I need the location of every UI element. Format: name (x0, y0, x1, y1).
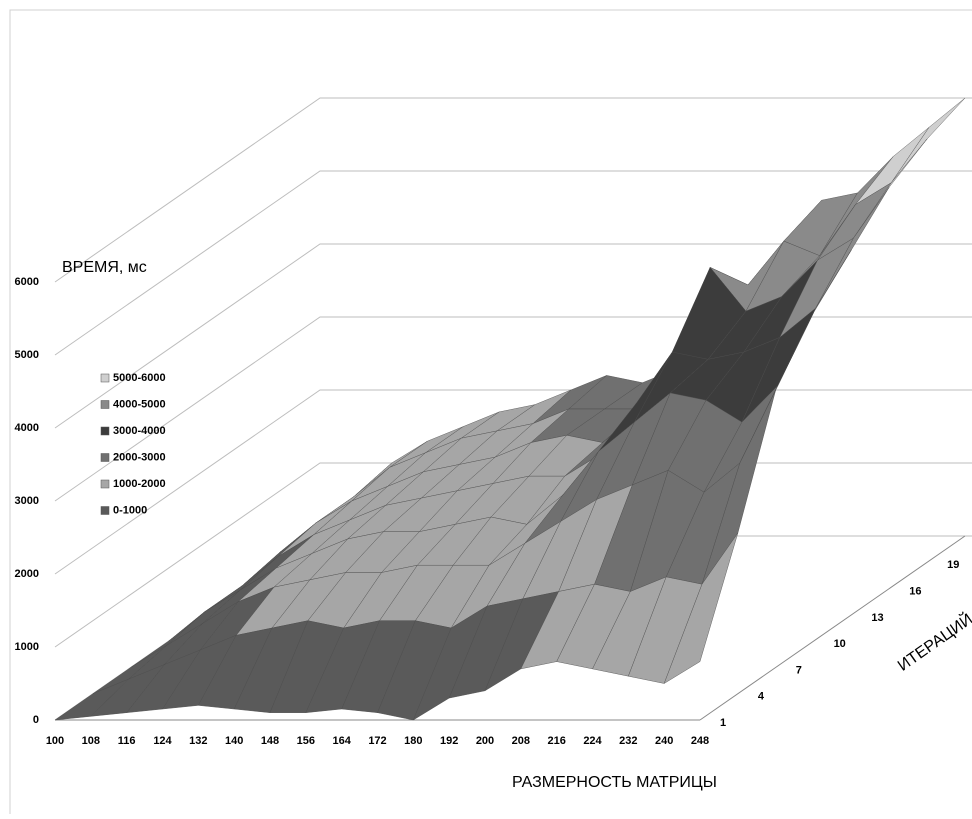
z-tick-label: 19 (947, 559, 959, 571)
x-tick-label: 240 (655, 735, 673, 747)
x-tick-label: 172 (368, 735, 386, 747)
legend-label: 4000-5000 (113, 398, 166, 410)
legend-label: 1000-2000 (113, 478, 166, 490)
z-tick-label: 16 (909, 585, 921, 597)
x-tick-label: 248 (691, 735, 709, 747)
z-tick-label: 1 (720, 717, 726, 729)
legend-label: 3000-4000 (113, 425, 166, 437)
y-tick-label: 4000 (15, 422, 39, 434)
legend-swatch (100, 453, 110, 462)
y-tick-label: 1000 (15, 641, 39, 653)
legend-swatch (100, 400, 110, 409)
x-axis-title: РАЗМЕРНОСТЬ МАТРИЦЫ (512, 774, 717, 791)
x-tick-label: 148 (261, 735, 279, 747)
legend-swatch (100, 506, 110, 515)
y-axis-title: ВРЕМЯ, мс (62, 259, 147, 276)
legend-label: 0-1000 (113, 504, 147, 516)
legend-label: 2000-3000 (113, 451, 166, 463)
z-axis-line (699, 535, 966, 721)
surface-cell (663, 532, 739, 684)
z-axis-title: ИТЕРАЦИЙ (894, 609, 972, 675)
x-tick-label: 216 (547, 735, 565, 747)
y-tick-label: 3000 (15, 495, 39, 507)
surface-cell (855, 127, 930, 205)
legend-label: 5000-6000 (113, 372, 166, 384)
x-tick-label: 180 (404, 735, 422, 747)
x-tick-label: 192 (440, 735, 458, 747)
x-tick-label: 140 (225, 735, 243, 747)
z-tick-label: 7 (796, 664, 802, 676)
y-tick-label: 5000 (15, 349, 39, 361)
x-tick-label: 132 (189, 735, 207, 747)
x-tick-label: 208 (512, 735, 530, 747)
y-tick-label: 0 (33, 714, 39, 726)
z-tick-label: 10 (834, 638, 846, 650)
x-tick-label: 232 (619, 735, 637, 747)
z-tick-label: 13 (871, 612, 883, 624)
grid-line (54, 243, 972, 429)
chart-frame (9, 9, 972, 819)
x-tick-label: 116 (118, 735, 136, 747)
x-tick-label: 124 (153, 735, 172, 747)
y-tick-label: 6000 (15, 276, 39, 288)
grid-line (54, 97, 972, 283)
x-tick-label: 224 (583, 735, 602, 747)
x-tick-label: 108 (82, 735, 100, 747)
legend-swatch (100, 479, 110, 489)
legend-swatch (100, 426, 110, 436)
z-tick-label: 4 (758, 691, 765, 703)
x-tick-label: 156 (297, 735, 315, 747)
legend-swatch (100, 373, 110, 383)
x-tick-label: 100 (46, 735, 64, 747)
y-tick-label: 2000 (15, 568, 39, 580)
x-tick-label: 164 (332, 735, 351, 747)
x-tick-label: 200 (476, 735, 494, 747)
grid-line (54, 170, 972, 356)
